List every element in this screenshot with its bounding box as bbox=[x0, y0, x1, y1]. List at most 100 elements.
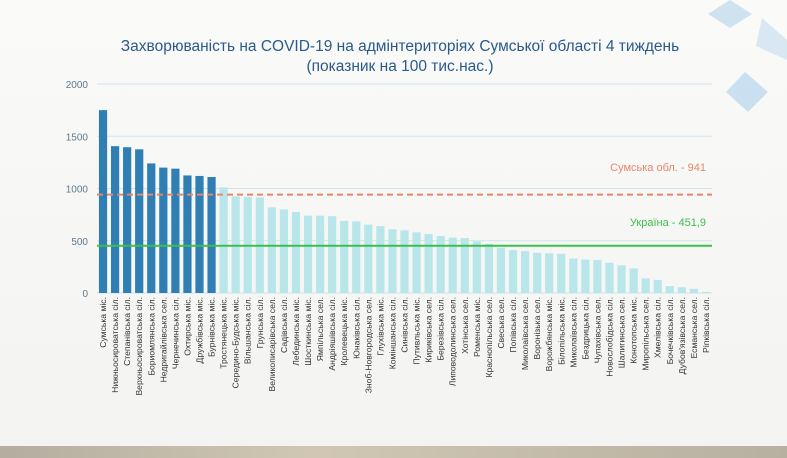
bar bbox=[159, 167, 168, 293]
x-category-label: Степанівська сіл. bbox=[122, 297, 132, 366]
y-tick-label: 1500 bbox=[66, 132, 89, 143]
x-category-label: Шосткинська міс. bbox=[303, 297, 313, 366]
bar bbox=[496, 247, 506, 293]
bar bbox=[508, 250, 518, 293]
deco-diamond-mid bbox=[756, 18, 787, 60]
bar bbox=[267, 207, 276, 293]
bar bbox=[328, 216, 337, 293]
x-category-label: Есманська сел. bbox=[689, 297, 699, 358]
bar bbox=[520, 251, 530, 293]
x-category-label: Попівська сіл. bbox=[508, 297, 518, 353]
bar bbox=[677, 287, 686, 293]
bar bbox=[291, 212, 301, 293]
x-category-label: Білопільська міс. bbox=[556, 297, 566, 365]
x-category-label: Ворожбянська міс. bbox=[544, 297, 554, 371]
x-category-label: Чупахівська сел. bbox=[592, 297, 602, 363]
bar bbox=[279, 209, 289, 293]
ukraine-average-label: Україна - 451,9 bbox=[630, 217, 706, 229]
x-category-label: Дружбівська міс. bbox=[195, 297, 205, 363]
x-category-label: Конотопська міс. bbox=[629, 297, 639, 364]
x-category-label: Миколаївська сел. bbox=[520, 297, 530, 370]
x-category-label: Березівська сіл. bbox=[436, 297, 446, 361]
bar bbox=[207, 177, 216, 293]
bar bbox=[219, 187, 228, 293]
x-category-label: Садівська сіл. bbox=[279, 297, 289, 353]
y-tick-label: 500 bbox=[71, 237, 88, 248]
decorative-diamonds bbox=[708, 0, 787, 112]
x-category-label: Вільшанська сіл. bbox=[243, 297, 253, 364]
bar bbox=[110, 146, 120, 293]
x-category-label: Кириківська сел. bbox=[424, 297, 434, 363]
x-category-label: Бочечківська сіл. bbox=[665, 297, 675, 364]
x-category-label: Глухівська міс. bbox=[375, 297, 385, 356]
x-category-label: Миколаївська сіл. bbox=[568, 297, 578, 368]
bar bbox=[412, 232, 421, 293]
bar bbox=[98, 110, 108, 293]
x-category-label: Коміншанська сіл. bbox=[387, 297, 397, 369]
deco-diamond-low bbox=[726, 72, 768, 112]
x-category-label: Ріпківська сіл. bbox=[701, 297, 711, 353]
bar bbox=[617, 265, 626, 293]
bar bbox=[424, 233, 433, 293]
x-category-label: Бурнівська міс. bbox=[207, 297, 217, 357]
x-category-label: Тростянецька міс. bbox=[219, 297, 229, 369]
bar bbox=[460, 238, 469, 293]
oblast-average-label: Сумська обл. - 941 bbox=[610, 162, 706, 174]
bar bbox=[171, 168, 180, 293]
bar bbox=[472, 241, 481, 293]
x-category-label: Юнаківська сіл. bbox=[351, 297, 361, 359]
x-category-label: Новослобідська сіл. bbox=[605, 297, 615, 377]
bar bbox=[665, 286, 674, 293]
chart-title-line2: (показник на 100 тис.нас.) bbox=[306, 58, 494, 75]
x-category-label: Бориомлянська сіл. bbox=[146, 297, 156, 376]
x-category-label: Зноб-Новгородська сел. bbox=[363, 297, 373, 393]
bar bbox=[689, 288, 699, 293]
deco-diamond-top bbox=[708, 0, 752, 28]
x-category-label: Миропільська сел. bbox=[641, 297, 651, 371]
x-category-label: Шалигинська сел. bbox=[617, 297, 627, 368]
x-category-label: Ямпільська сел. bbox=[315, 297, 325, 361]
x-category-label: Охтирська міс. bbox=[182, 297, 192, 356]
bar bbox=[303, 215, 313, 293]
x-category-label: Роменська міс. bbox=[472, 297, 482, 357]
bar bbox=[436, 236, 445, 293]
x-category-label: Нижньосироватська сіл. bbox=[110, 297, 120, 393]
x-category-label: Сумська міс. bbox=[98, 297, 108, 348]
bar bbox=[315, 215, 325, 293]
bar bbox=[123, 147, 132, 293]
x-category-label: Хмелівська сіл. bbox=[653, 297, 663, 358]
x-category-label: Свеська сел. bbox=[496, 297, 506, 349]
chart-title-line1: Захворюваність на COVID-19 на адмінтерит… bbox=[120, 38, 680, 55]
y-tick-label: 2000 bbox=[66, 80, 89, 91]
bar bbox=[569, 258, 578, 293]
x-category-label: Грунська сіл. bbox=[255, 297, 265, 348]
x-category-label: Бездрицька сіл. bbox=[580, 297, 590, 360]
bar bbox=[545, 253, 554, 293]
x-category-label: Середино-Будська міс. bbox=[231, 297, 241, 388]
bar bbox=[653, 279, 662, 293]
y-tick-label: 0 bbox=[82, 289, 88, 300]
y-tick-label: 1000 bbox=[66, 185, 89, 196]
bar bbox=[484, 243, 494, 293]
bar bbox=[581, 259, 590, 293]
x-category-label: Дубов'язівська сел. bbox=[677, 297, 687, 374]
bar bbox=[593, 260, 602, 293]
bar bbox=[364, 224, 373, 293]
bar bbox=[448, 237, 457, 293]
bar bbox=[533, 252, 542, 293]
bar bbox=[231, 196, 240, 293]
x-category-label: Чернечинська сіл. bbox=[170, 297, 180, 369]
x-category-label: Верхньосироватська сіл. bbox=[134, 297, 144, 396]
bar bbox=[147, 163, 156, 293]
bar bbox=[400, 230, 409, 293]
x-category-label: Синівська сіл. bbox=[400, 297, 410, 353]
bar bbox=[195, 175, 204, 293]
bar bbox=[641, 278, 650, 293]
bar bbox=[557, 253, 566, 293]
x-category-label: Воронізька сел. bbox=[532, 297, 542, 359]
bar bbox=[183, 175, 192, 293]
x-category-label: Краснопільська сел. bbox=[484, 297, 494, 378]
bar bbox=[629, 268, 638, 293]
